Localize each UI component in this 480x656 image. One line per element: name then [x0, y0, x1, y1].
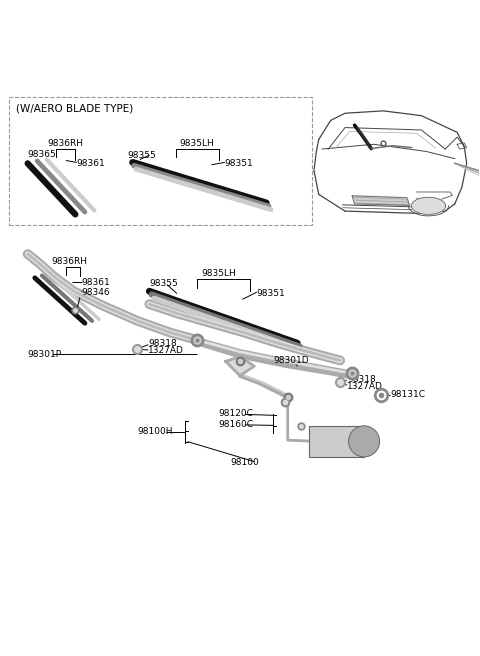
- Text: 98100: 98100: [230, 458, 259, 467]
- Text: 98361: 98361: [77, 159, 106, 168]
- Polygon shape: [352, 195, 409, 205]
- Polygon shape: [411, 197, 445, 215]
- Text: 98301P: 98301P: [28, 350, 62, 359]
- Text: 98355: 98355: [128, 151, 156, 160]
- Text: 9835LH: 9835LH: [180, 139, 215, 148]
- Text: 98131C: 98131C: [390, 390, 425, 400]
- Text: 98160C: 98160C: [218, 420, 253, 429]
- Text: 98100H: 98100H: [137, 427, 173, 436]
- Text: 9836RH: 9836RH: [51, 256, 87, 266]
- Text: 98120C: 98120C: [218, 409, 253, 419]
- Text: 98351: 98351: [225, 159, 253, 168]
- Bar: [309, 426, 364, 457]
- Text: 9835LH: 9835LH: [201, 268, 236, 277]
- Bar: [9, 96, 312, 226]
- Text: 1327AD: 1327AD: [347, 382, 383, 391]
- Polygon shape: [226, 357, 254, 376]
- Text: 9836RH: 9836RH: [48, 139, 84, 148]
- Text: (W/AERO BLADE TYPE): (W/AERO BLADE TYPE): [16, 104, 133, 113]
- Text: 98355: 98355: [149, 279, 178, 288]
- Text: 98365: 98365: [28, 150, 56, 159]
- Text: 98346: 98346: [82, 288, 110, 297]
- Text: 98318: 98318: [148, 339, 177, 348]
- Circle shape: [348, 426, 380, 457]
- Text: 98361: 98361: [82, 277, 110, 287]
- Text: 98351: 98351: [257, 289, 286, 298]
- Text: 98318: 98318: [347, 375, 376, 384]
- Text: 98301D: 98301D: [274, 356, 309, 365]
- Text: 1327AD: 1327AD: [148, 346, 184, 356]
